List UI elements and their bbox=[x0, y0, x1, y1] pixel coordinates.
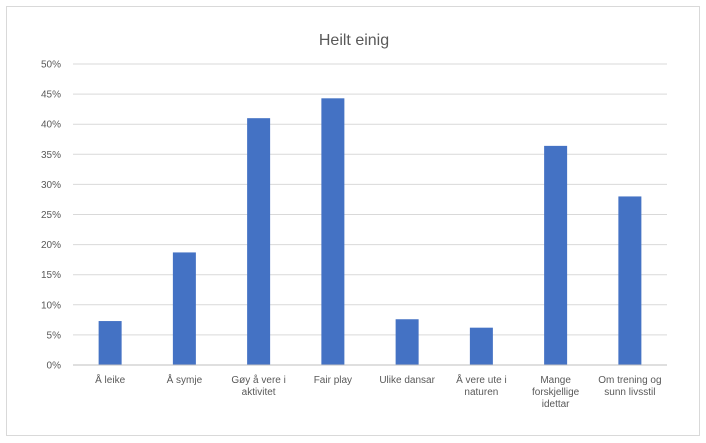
bar bbox=[321, 98, 345, 366]
bar bbox=[172, 252, 196, 365]
x-category-label: Ulike dansar bbox=[379, 375, 435, 386]
bar bbox=[618, 196, 642, 365]
y-tick-label: 35% bbox=[41, 150, 61, 161]
bar bbox=[544, 145, 568, 365]
y-tick-label: 40% bbox=[41, 120, 61, 131]
x-category-label: Å vere ute i naturen bbox=[456, 373, 507, 398]
x-category-label: Mange forskjellige idettar bbox=[532, 375, 580, 410]
bar bbox=[98, 321, 122, 365]
y-tick-label: 30% bbox=[41, 180, 61, 191]
chart-frame: Heilt einig 0% 5% 10% 15% 20% 25% 30% 35% 40% 45%… bbox=[6, 6, 700, 436]
x-category-label: Fair play bbox=[314, 375, 352, 386]
x-category-label: Gøy å vere i aktivitet bbox=[231, 374, 285, 398]
y-tick-label: 25% bbox=[41, 210, 61, 221]
bar-chart: Heilt einig 0% 5% 10% 15% 20% 25% 30% 35% 40% 45%… bbox=[41, 32, 667, 410]
y-tick-label: 10% bbox=[41, 300, 61, 311]
y-axis-ticks: 0% 5% 10% 15% 20% 25% 30% 35% 40% 45% 50% bbox=[41, 60, 61, 372]
y-tick-label: 20% bbox=[41, 240, 61, 251]
bar bbox=[469, 327, 493, 365]
y-tick-label: 45% bbox=[41, 90, 61, 101]
gridlines bbox=[73, 63, 667, 336]
bar bbox=[247, 118, 271, 366]
x-axis-labels: Å leike Å symje Gøy å vere i aktivitet Fair … bbox=[95, 373, 661, 410]
bars bbox=[98, 98, 642, 366]
x-category-label: Om trening og sunn livsstil bbox=[598, 375, 661, 398]
x-category-label: Å symje bbox=[167, 373, 203, 386]
y-tick-label: 0% bbox=[47, 361, 62, 372]
y-tick-label: 15% bbox=[41, 270, 61, 281]
bar bbox=[395, 319, 419, 365]
y-tick-label: 50% bbox=[41, 60, 61, 71]
x-category-label: Å leike bbox=[95, 373, 125, 386]
y-tick-label: 5% bbox=[47, 330, 62, 341]
chart-title: Heilt einig bbox=[319, 32, 389, 49]
